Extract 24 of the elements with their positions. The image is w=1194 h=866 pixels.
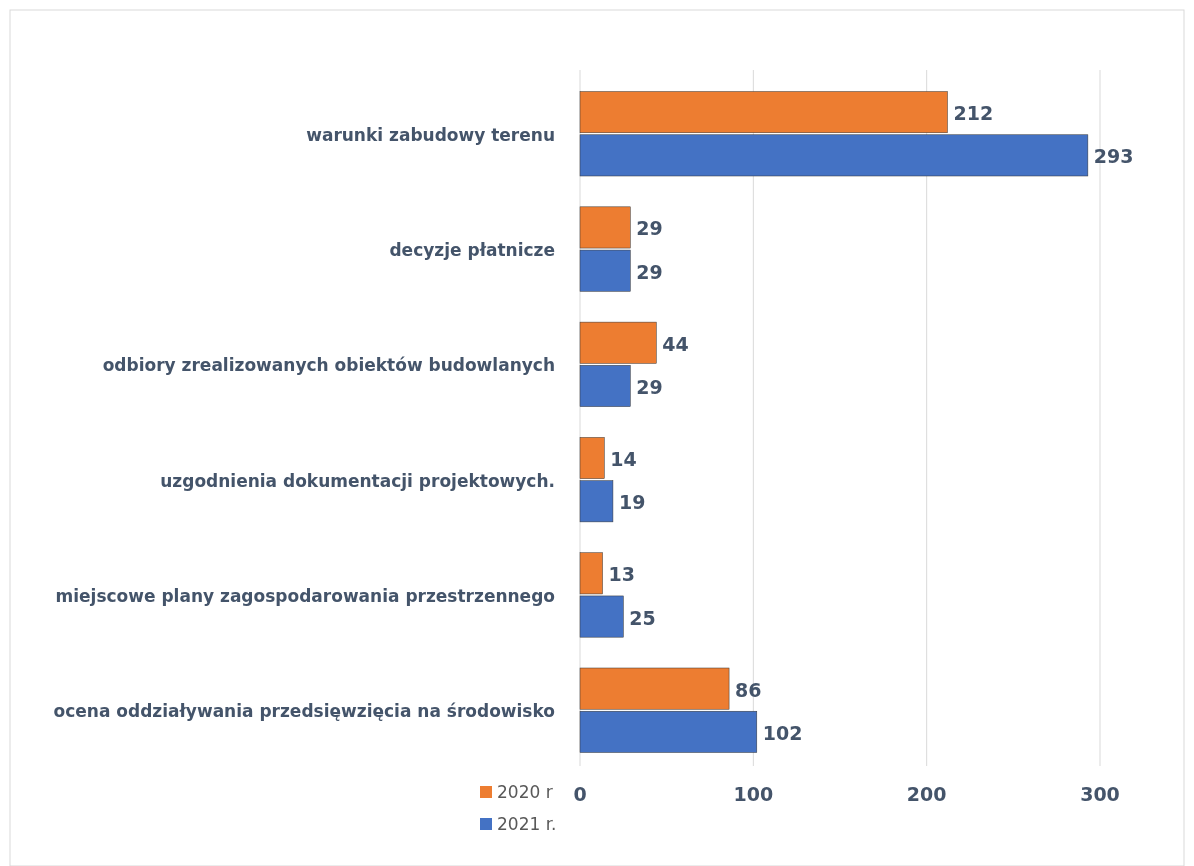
data-label: 14 <box>610 448 637 471</box>
data-label: 293 <box>1093 145 1134 168</box>
data-label: 44 <box>662 332 689 355</box>
y-tick-label: miejscowe plany zagospodarowania przestrzennego <box>55 585 555 606</box>
data-label: 13 <box>608 563 635 586</box>
data-label: 25 <box>629 606 656 629</box>
y-tick-label: ocena oddziaływania przedsięwzięcia na środowisko <box>53 701 555 722</box>
x-tick-label: 100 <box>733 783 774 805</box>
legend-label: 2020 r <box>497 782 553 802</box>
y-tick-label: decyzje płatnicze <box>389 240 555 261</box>
data-label: 19 <box>618 491 646 514</box>
data-label: 29 <box>636 260 663 283</box>
x-tick-label: 0 <box>573 783 587 805</box>
legend-label: 2021 r. <box>497 814 557 834</box>
y-tick-label: warunki zabudowy terenu <box>306 124 555 145</box>
y-tick-label: odbiory zrealizowanych obiektów budowlanych <box>102 355 555 376</box>
data-label: 29 <box>636 375 663 398</box>
data-label: 102 <box>762 721 803 744</box>
data-label: 86 <box>735 678 762 701</box>
y-tick-label: uzgodnienia dokumentacji projektowych. <box>160 470 555 491</box>
x-tick-label: 300 <box>1080 783 1120 805</box>
data-label: 29 <box>636 217 663 240</box>
x-tick-label: 200 <box>906 783 947 805</box>
data-label: 212 <box>953 102 994 125</box>
